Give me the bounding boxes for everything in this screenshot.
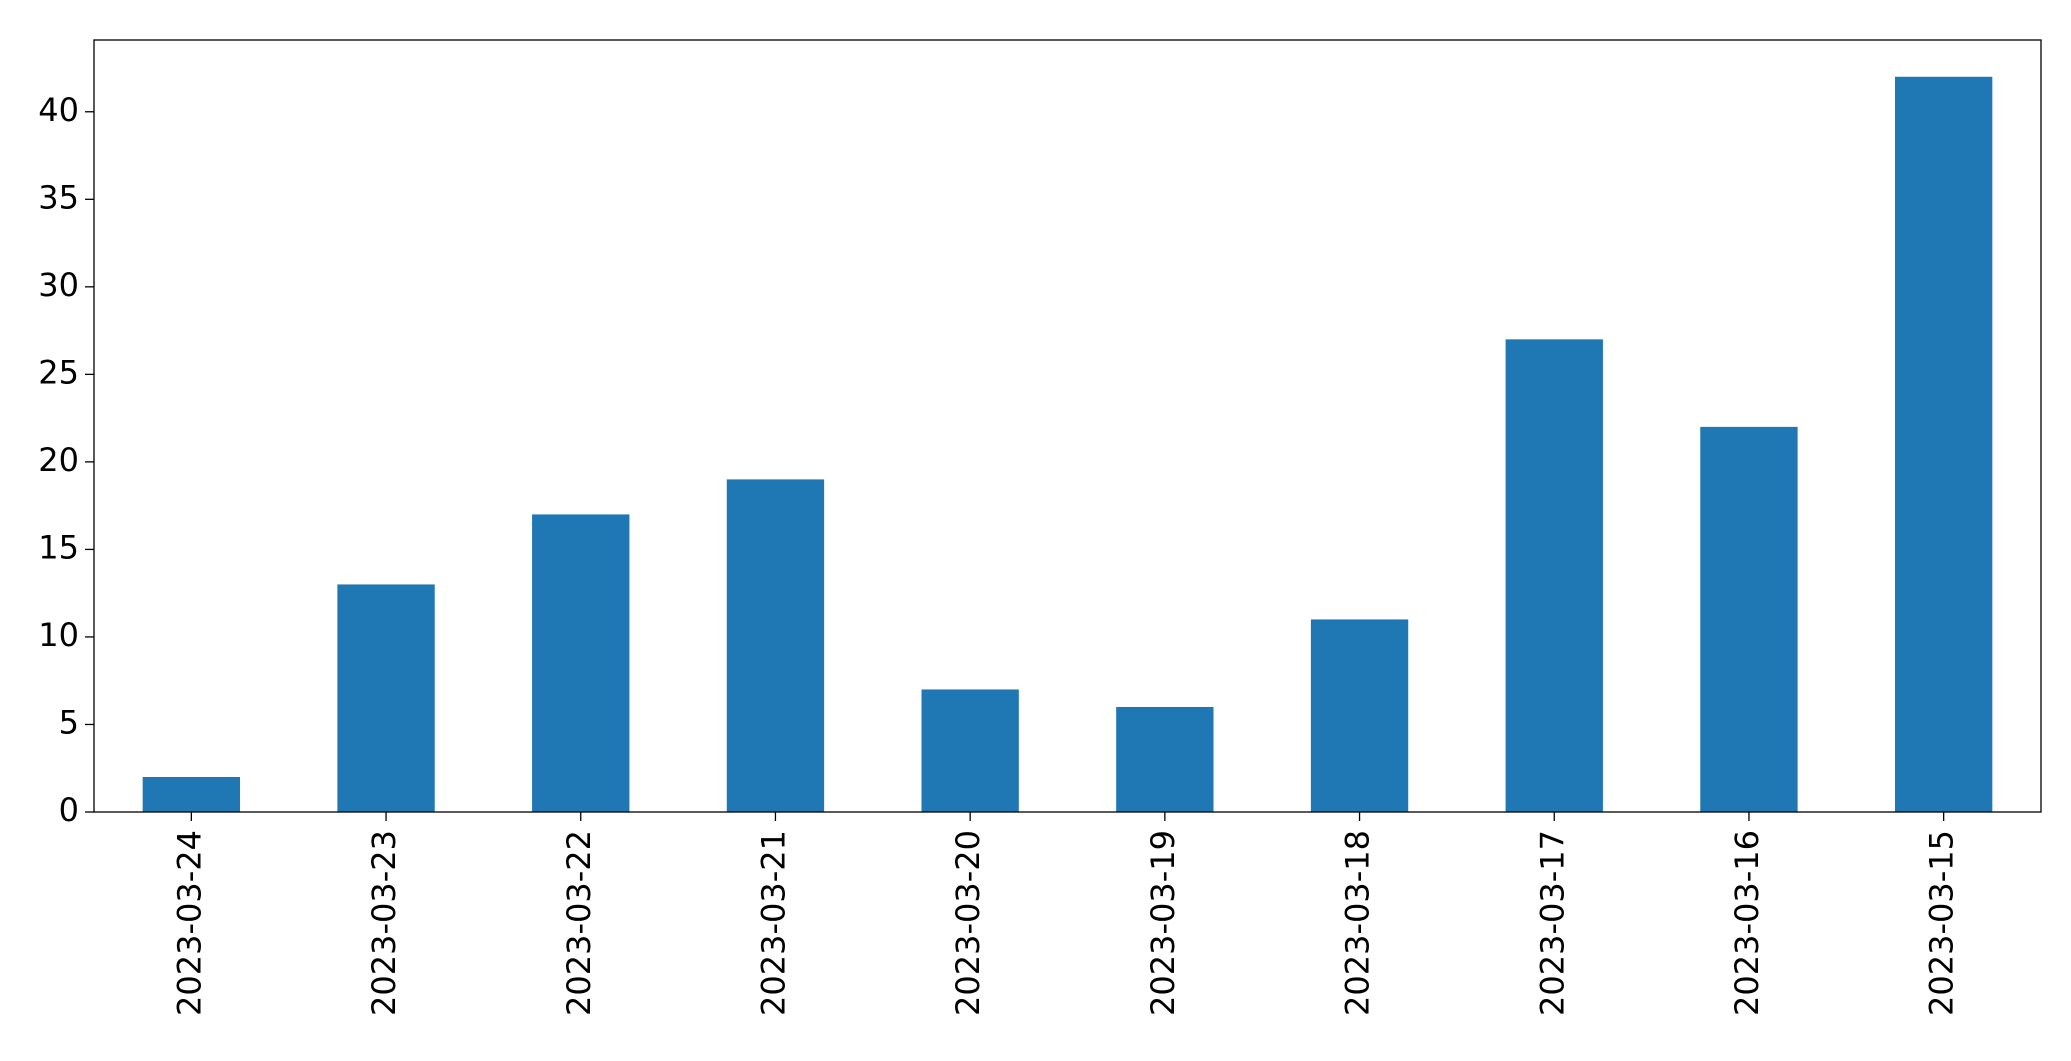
bar	[337, 584, 435, 812]
y-tick-label: 15	[38, 528, 79, 566]
bar	[1116, 706, 1214, 812]
x-tick-label: 2023-03-19	[1144, 830, 1182, 1016]
bar	[1700, 426, 1798, 812]
y-tick-label: 35	[38, 178, 79, 216]
bar	[142, 776, 241, 812]
x-tick-label: 2023-03-23	[365, 830, 403, 1016]
bar	[726, 479, 825, 812]
x-tick-label: 2023-03-21	[754, 830, 792, 1016]
x-tick-label: 2023-03-17	[1533, 830, 1571, 1016]
bar	[1310, 619, 1409, 812]
bar	[532, 514, 630, 812]
x-tick-label: 2023-03-22	[560, 830, 598, 1016]
bar	[1505, 339, 1603, 812]
x-tick-label: 2023-03-24	[170, 830, 208, 1016]
bar	[921, 689, 1019, 812]
y-tick-label: 40	[38, 91, 79, 129]
y-tick-label: 20	[38, 441, 79, 479]
x-tick-label: 2023-03-20	[949, 830, 987, 1016]
y-tick-label: 10	[38, 616, 79, 654]
x-tick-label: 2023-03-18	[1339, 830, 1377, 1016]
x-tick-label: 2023-03-16	[1728, 830, 1766, 1016]
bar	[1894, 76, 1993, 812]
y-tick-label: 5	[59, 703, 79, 741]
y-tick-label: 30	[38, 266, 79, 304]
x-tick-label: 2023-03-15	[1923, 830, 1961, 1016]
plot-frame	[93, 39, 2042, 813]
y-tick-label: 0	[59, 791, 79, 829]
y-tick-label: 25	[38, 353, 79, 391]
